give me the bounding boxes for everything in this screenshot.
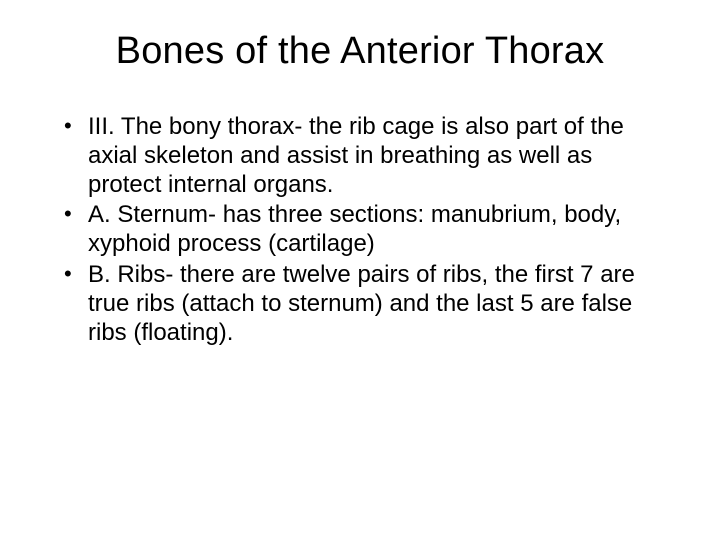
slide-title: Bones of the Anterior Thorax (40, 30, 680, 73)
slide: Bones of the Anterior Thorax III. The bo… (0, 0, 720, 540)
bullet-list: III. The bony thorax- the rib cage is al… (40, 113, 680, 347)
bullet-item: III. The bony thorax- the rib cage is al… (60, 113, 670, 199)
bullet-item: A. Sternum- has three sections: manubriu… (60, 201, 670, 259)
bullet-item: B. Ribs- there are twelve pairs of ribs,… (60, 261, 670, 347)
